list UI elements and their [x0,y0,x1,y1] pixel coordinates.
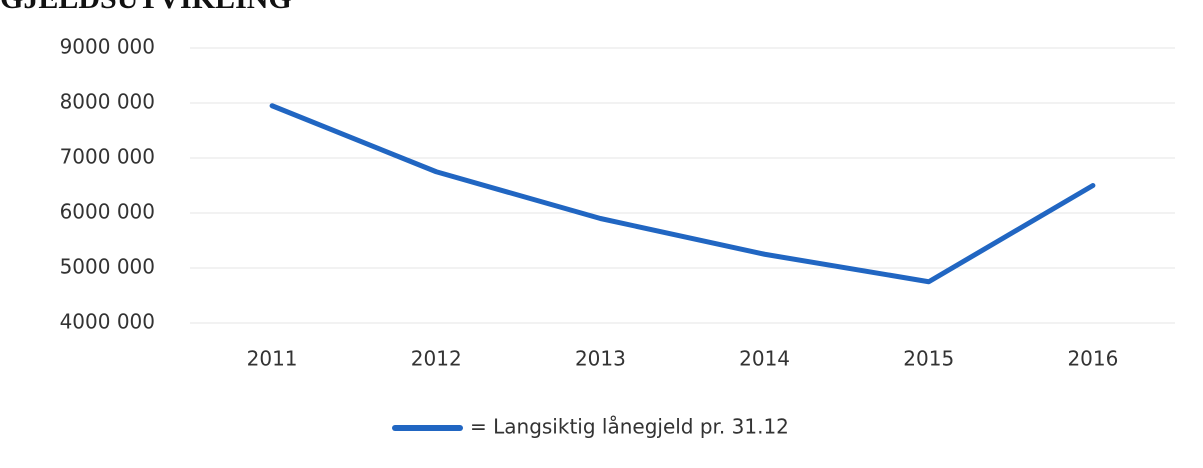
data-line [269,103,1096,285]
y-tick-label: 5000 000 [60,255,155,279]
x-tick-label: 2014 [739,347,790,371]
y-tick-label: 8000 000 [60,90,155,114]
x-tick-label: 2015 [903,347,954,371]
y-tick-label: 4000 000 [60,310,155,334]
x-tick-label: 2016 [1067,347,1118,371]
x-tick-label: 2011 [247,347,298,371]
y-tick-label: 6000 000 [60,200,155,224]
y-tick-label: 7000 000 [60,145,155,169]
y-tick-label: 9000 000 [60,35,155,59]
legend-label: = Langsiktig lånegjeld pr. 31.12 [470,415,789,439]
x-tick-label: 2013 [575,347,626,371]
x-tick-label: 2012 [411,347,462,371]
chart-title: GJELDSUTVIKLING [0,0,292,15]
